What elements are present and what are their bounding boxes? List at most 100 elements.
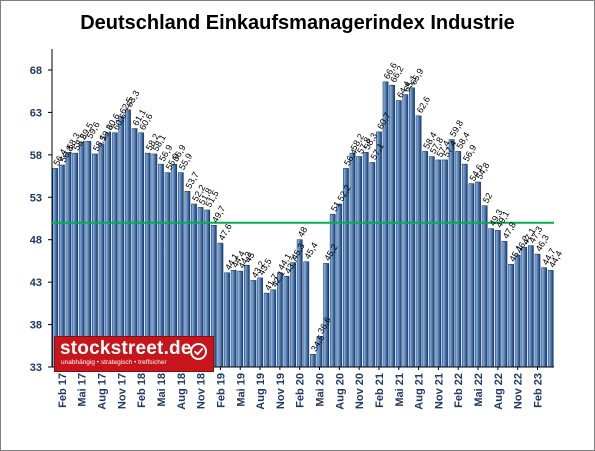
bar	[422, 151, 429, 368]
bar	[534, 253, 541, 368]
bar	[455, 151, 462, 368]
bar	[475, 181, 481, 368]
x-tick-label: Aug 19	[255, 373, 267, 410]
x-tick-label: Aug 22	[493, 373, 505, 410]
bar	[263, 292, 270, 368]
bar	[415, 115, 422, 368]
data-label: 51	[329, 200, 343, 214]
bar	[290, 262, 296, 368]
bar	[356, 156, 363, 368]
bar	[85, 140, 92, 368]
x-tick-label: Mai 17	[77, 373, 89, 407]
x-tick-label: Feb 23	[532, 373, 544, 408]
stockstreet-logo: stockstreet.de unabhängig • strategisch …	[54, 336, 214, 372]
x-tick-label: Mai 19	[235, 373, 247, 407]
bar	[230, 269, 237, 368]
bar	[257, 277, 263, 368]
bar	[224, 272, 230, 368]
bar	[521, 247, 528, 368]
data-label: 65,9	[408, 67, 425, 87]
bar	[435, 159, 442, 368]
bar	[125, 109, 131, 368]
bar	[144, 152, 151, 368]
bar	[217, 242, 224, 368]
x-tick-label: Feb 22	[453, 373, 465, 408]
bar	[270, 289, 277, 368]
data-label: 62,6	[415, 95, 432, 115]
x-tick-label: Mai 20	[315, 373, 327, 407]
y-axis: 33 38 43 48 53 58 63 68	[30, 49, 53, 374]
bar	[428, 156, 435, 368]
bar	[461, 163, 468, 368]
bar-series	[52, 81, 554, 368]
bar	[409, 87, 415, 368]
x-tick-label: Mai 21	[394, 373, 406, 407]
y-tick-label: 48	[30, 235, 42, 247]
x-tick-label: Aug 21	[414, 373, 426, 410]
data-label: 48	[296, 225, 310, 239]
x-tick-label: Nov 22	[513, 373, 525, 409]
bar	[547, 269, 554, 368]
y-tick-label: 43	[30, 277, 42, 289]
bar	[514, 254, 521, 368]
x-tick-label: Feb 18	[136, 373, 148, 408]
bar	[65, 151, 72, 368]
bar	[336, 203, 343, 368]
x-tick-label: Mai 22	[473, 373, 485, 407]
bar	[402, 94, 409, 368]
x-tick-label: Feb 17	[57, 373, 69, 408]
x-tick-label: Nov 20	[354, 373, 366, 409]
x-tick-label: Nov 17	[116, 373, 128, 409]
y-tick-label: 68	[30, 65, 42, 77]
x-tick-label: Feb 19	[215, 373, 227, 408]
bar	[468, 183, 475, 368]
bar	[303, 261, 310, 368]
x-tick-label: Nov 18	[196, 373, 208, 409]
bar	[362, 151, 369, 368]
data-label: 45	[243, 250, 257, 264]
bar	[111, 132, 118, 368]
bar	[237, 270, 244, 368]
bar	[105, 132, 112, 368]
y-tick-label: 38	[30, 320, 42, 332]
bar	[376, 131, 382, 368]
data-label: 45,4	[302, 241, 319, 261]
bar	[78, 141, 85, 368]
data-label: 63,3	[124, 89, 141, 109]
bar	[481, 205, 488, 368]
bar	[369, 162, 376, 368]
y-tick-label: 58	[30, 150, 42, 162]
x-tick-label: Mai 18	[156, 373, 168, 407]
bar	[541, 267, 547, 368]
bar	[448, 139, 455, 368]
bar	[389, 84, 396, 368]
bar	[250, 280, 257, 368]
y-tick-label: 33	[30, 362, 42, 374]
chart-title: Deutschland Einkaufsmanagerindex Industr…	[80, 12, 515, 34]
x-tick-label: Feb 21	[374, 373, 386, 408]
bar	[72, 152, 78, 368]
bar	[494, 230, 501, 368]
bar	[501, 241, 508, 368]
bar	[138, 132, 145, 368]
bar	[98, 143, 105, 368]
bar	[528, 245, 534, 368]
bar	[329, 213, 336, 368]
x-tick-label: Nov 21	[433, 373, 445, 409]
bar	[508, 264, 514, 368]
bar	[243, 264, 250, 368]
y-tick-label: 63	[30, 107, 42, 119]
data-label: 47,6	[217, 222, 234, 242]
bar	[118, 116, 125, 368]
x-tick-label: Aug 17	[97, 373, 109, 410]
bar	[488, 228, 495, 368]
logo-text: stockstreet.de	[60, 338, 192, 359]
bar	[283, 275, 290, 368]
logo-tagline: unabhängig • strategisch • treffsicher	[61, 359, 167, 366]
x-axis: Feb 17 Mai 17 Aug 17 Nov 17 Feb 18 Mai 18 Aug …	[52, 366, 554, 410]
bar	[442, 159, 448, 368]
x-tick-label: Aug 18	[176, 373, 188, 410]
x-tick-label: Nov 19	[275, 373, 287, 409]
checkmark-icon	[190, 343, 207, 360]
